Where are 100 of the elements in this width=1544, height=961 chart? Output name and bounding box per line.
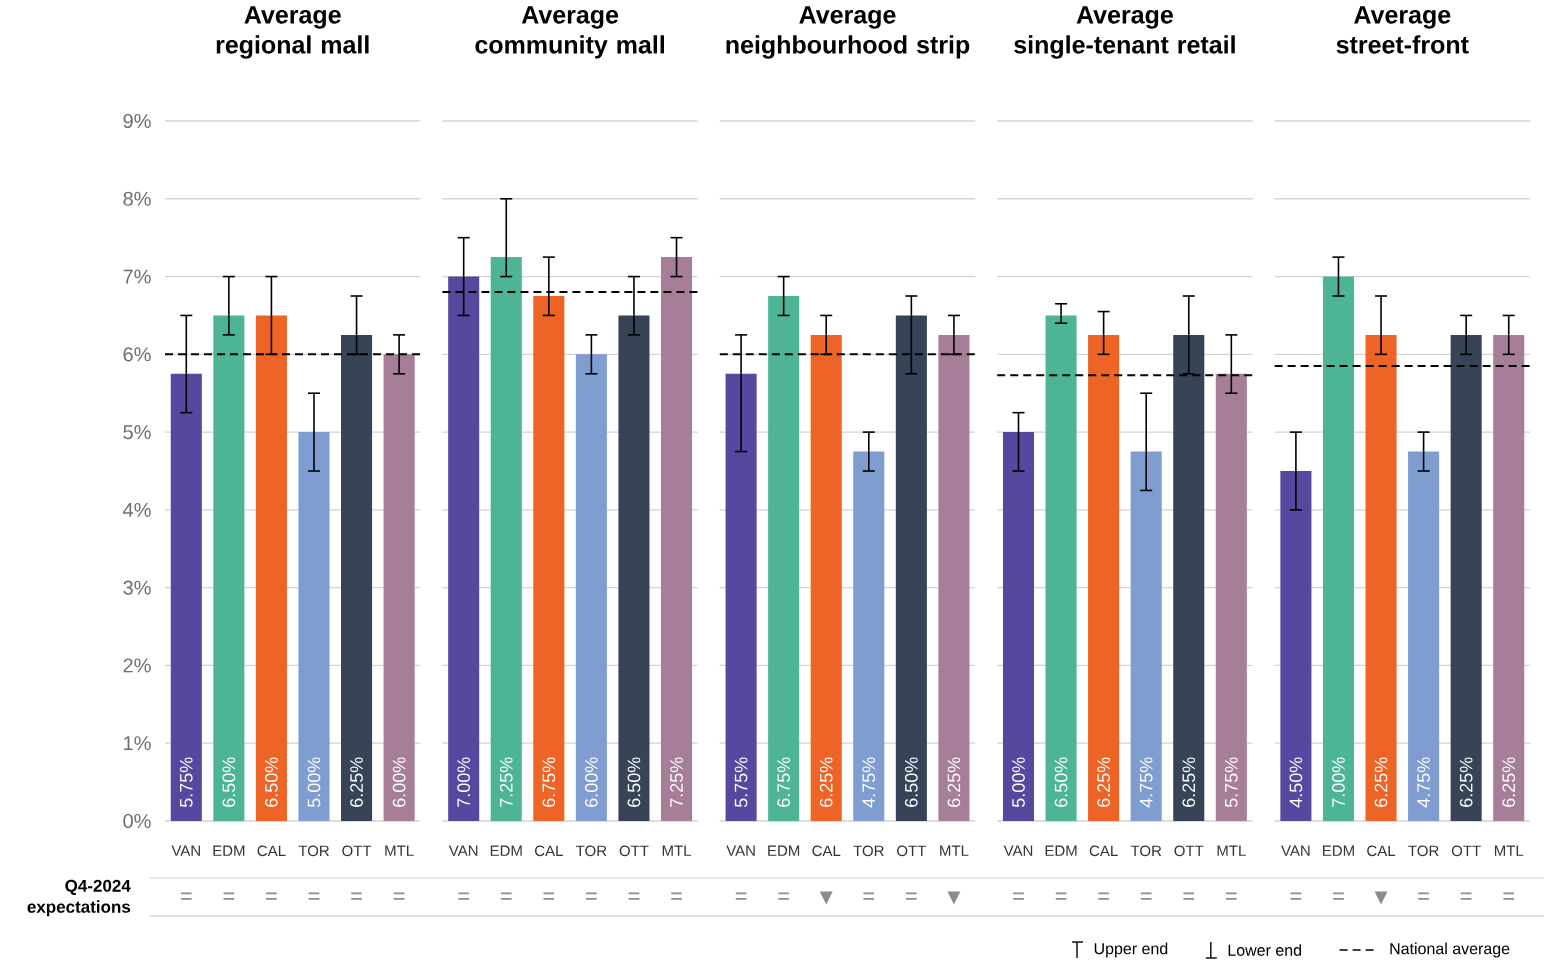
x-tick-label: VAN bbox=[726, 845, 755, 856]
bar bbox=[1173, 334, 1205, 821]
y-tick-label: 8% bbox=[123, 191, 151, 206]
bar bbox=[255, 315, 287, 821]
y-tick-label: 4% bbox=[123, 502, 151, 517]
bar bbox=[341, 334, 373, 821]
text: = bbox=[543, 892, 555, 900]
bar bbox=[895, 315, 927, 821]
data-label: 6.25% bbox=[1374, 757, 1388, 807]
x-tick-label: MTL bbox=[385, 845, 414, 856]
text: = bbox=[1225, 892, 1237, 900]
bar bbox=[213, 315, 245, 821]
x-tick-label: TOR bbox=[576, 845, 607, 857]
data-label: 5.75% bbox=[734, 757, 748, 808]
bar bbox=[660, 257, 693, 821]
y-tick-label: 0% bbox=[123, 813, 151, 829]
x-tick-label: EDM bbox=[768, 845, 800, 856]
text: = bbox=[308, 892, 320, 900]
data-label: 6.50% bbox=[904, 757, 918, 807]
data-label: 6.50% bbox=[1054, 757, 1068, 807]
chart-title: Average regional mall bbox=[216, 6, 369, 59]
data-label: 6.75% bbox=[777, 757, 791, 807]
data-label: 4.75% bbox=[1417, 757, 1430, 808]
x-tick-label: MTL bbox=[940, 845, 969, 856]
x-tick-label: CAL bbox=[257, 845, 286, 857]
x-tick-label: CAL bbox=[1089, 845, 1118, 857]
y-tick-label: 5% bbox=[123, 425, 151, 440]
text: = bbox=[1183, 892, 1195, 900]
bar bbox=[1088, 334, 1120, 821]
x-tick-label: TOR bbox=[298, 845, 329, 857]
x-tick-label: MTL bbox=[662, 845, 692, 856]
x-tick-label: CAL bbox=[812, 845, 841, 857]
text: = bbox=[1098, 892, 1109, 900]
text: = bbox=[458, 892, 470, 900]
bar bbox=[1045, 315, 1077, 821]
bar bbox=[768, 296, 800, 821]
bar bbox=[1450, 334, 1482, 821]
data-label: 5.75% bbox=[1224, 757, 1238, 808]
data-label: 6.25% bbox=[350, 757, 363, 807]
x-tick-label: OTT bbox=[342, 845, 372, 857]
x-tick-label: VAN bbox=[1281, 845, 1310, 856]
text: = bbox=[1013, 892, 1024, 900]
bar bbox=[575, 354, 607, 821]
text: = bbox=[1140, 892, 1152, 900]
data-label: 5.00% bbox=[1012, 757, 1025, 808]
x-tick-label: VAN bbox=[1003, 845, 1033, 856]
x-tick-label: OTT bbox=[897, 845, 927, 857]
bar bbox=[1408, 451, 1440, 821]
data-label: 4.75% bbox=[862, 757, 876, 808]
text: = bbox=[586, 892, 597, 900]
x-tick-label: EDM bbox=[1045, 845, 1077, 856]
x-tick-label: VAN bbox=[171, 845, 200, 856]
x-tick-label: MTL bbox=[1217, 845, 1246, 856]
text: = bbox=[1290, 892, 1302, 900]
bar bbox=[1365, 334, 1397, 821]
text: = bbox=[628, 892, 640, 900]
bar bbox=[1130, 451, 1162, 821]
bar bbox=[810, 334, 842, 821]
text: = bbox=[351, 892, 362, 900]
data-label: 6.00% bbox=[392, 757, 406, 807]
text: = bbox=[906, 892, 917, 900]
data-label: 4.75% bbox=[1139, 757, 1153, 808]
bar bbox=[1322, 276, 1354, 821]
text: = bbox=[671, 892, 682, 900]
text: ▼ bbox=[1374, 891, 1388, 905]
y-tick-label: 2% bbox=[123, 658, 151, 673]
bar bbox=[618, 315, 650, 821]
y-tick-label: 1% bbox=[124, 736, 151, 751]
bar bbox=[1280, 471, 1312, 821]
text: Lower end bbox=[1228, 944, 1301, 956]
data-label: 6.25% bbox=[1502, 757, 1516, 807]
y-tick-label: 7% bbox=[123, 269, 151, 284]
x-tick-label: EDM bbox=[490, 845, 522, 856]
data-label: 6.50% bbox=[265, 757, 278, 807]
text: = bbox=[223, 892, 235, 900]
data-label: 6.25% bbox=[947, 757, 961, 807]
bar bbox=[298, 432, 330, 821]
x-tick-label: CAL bbox=[1367, 845, 1396, 857]
text: ▼ bbox=[819, 891, 833, 905]
text: ▼ bbox=[947, 891, 961, 905]
y-tick-label: 9% bbox=[123, 113, 151, 129]
data-label: 6.25% bbox=[819, 757, 833, 807]
bar bbox=[938, 334, 970, 821]
text: = bbox=[1333, 892, 1344, 900]
data-label: 6.50% bbox=[222, 757, 236, 807]
data-label: 7.25% bbox=[499, 757, 513, 807]
bar bbox=[533, 296, 565, 821]
data-label: 7.00% bbox=[457, 757, 471, 807]
text: = bbox=[1418, 892, 1429, 900]
data-label: 5.00% bbox=[307, 757, 321, 808]
x-tick-label: EDM bbox=[213, 845, 245, 856]
legend-label: National average bbox=[1390, 942, 1510, 958]
bar bbox=[853, 451, 885, 821]
chart-title: Average neighbourhood strip bbox=[726, 6, 970, 59]
text: = bbox=[500, 892, 512, 900]
text: Upper end bbox=[1094, 942, 1168, 958]
text: = bbox=[863, 892, 875, 900]
bar bbox=[448, 276, 480, 821]
x-tick-label: VAN bbox=[448, 845, 478, 856]
bar bbox=[490, 257, 522, 821]
